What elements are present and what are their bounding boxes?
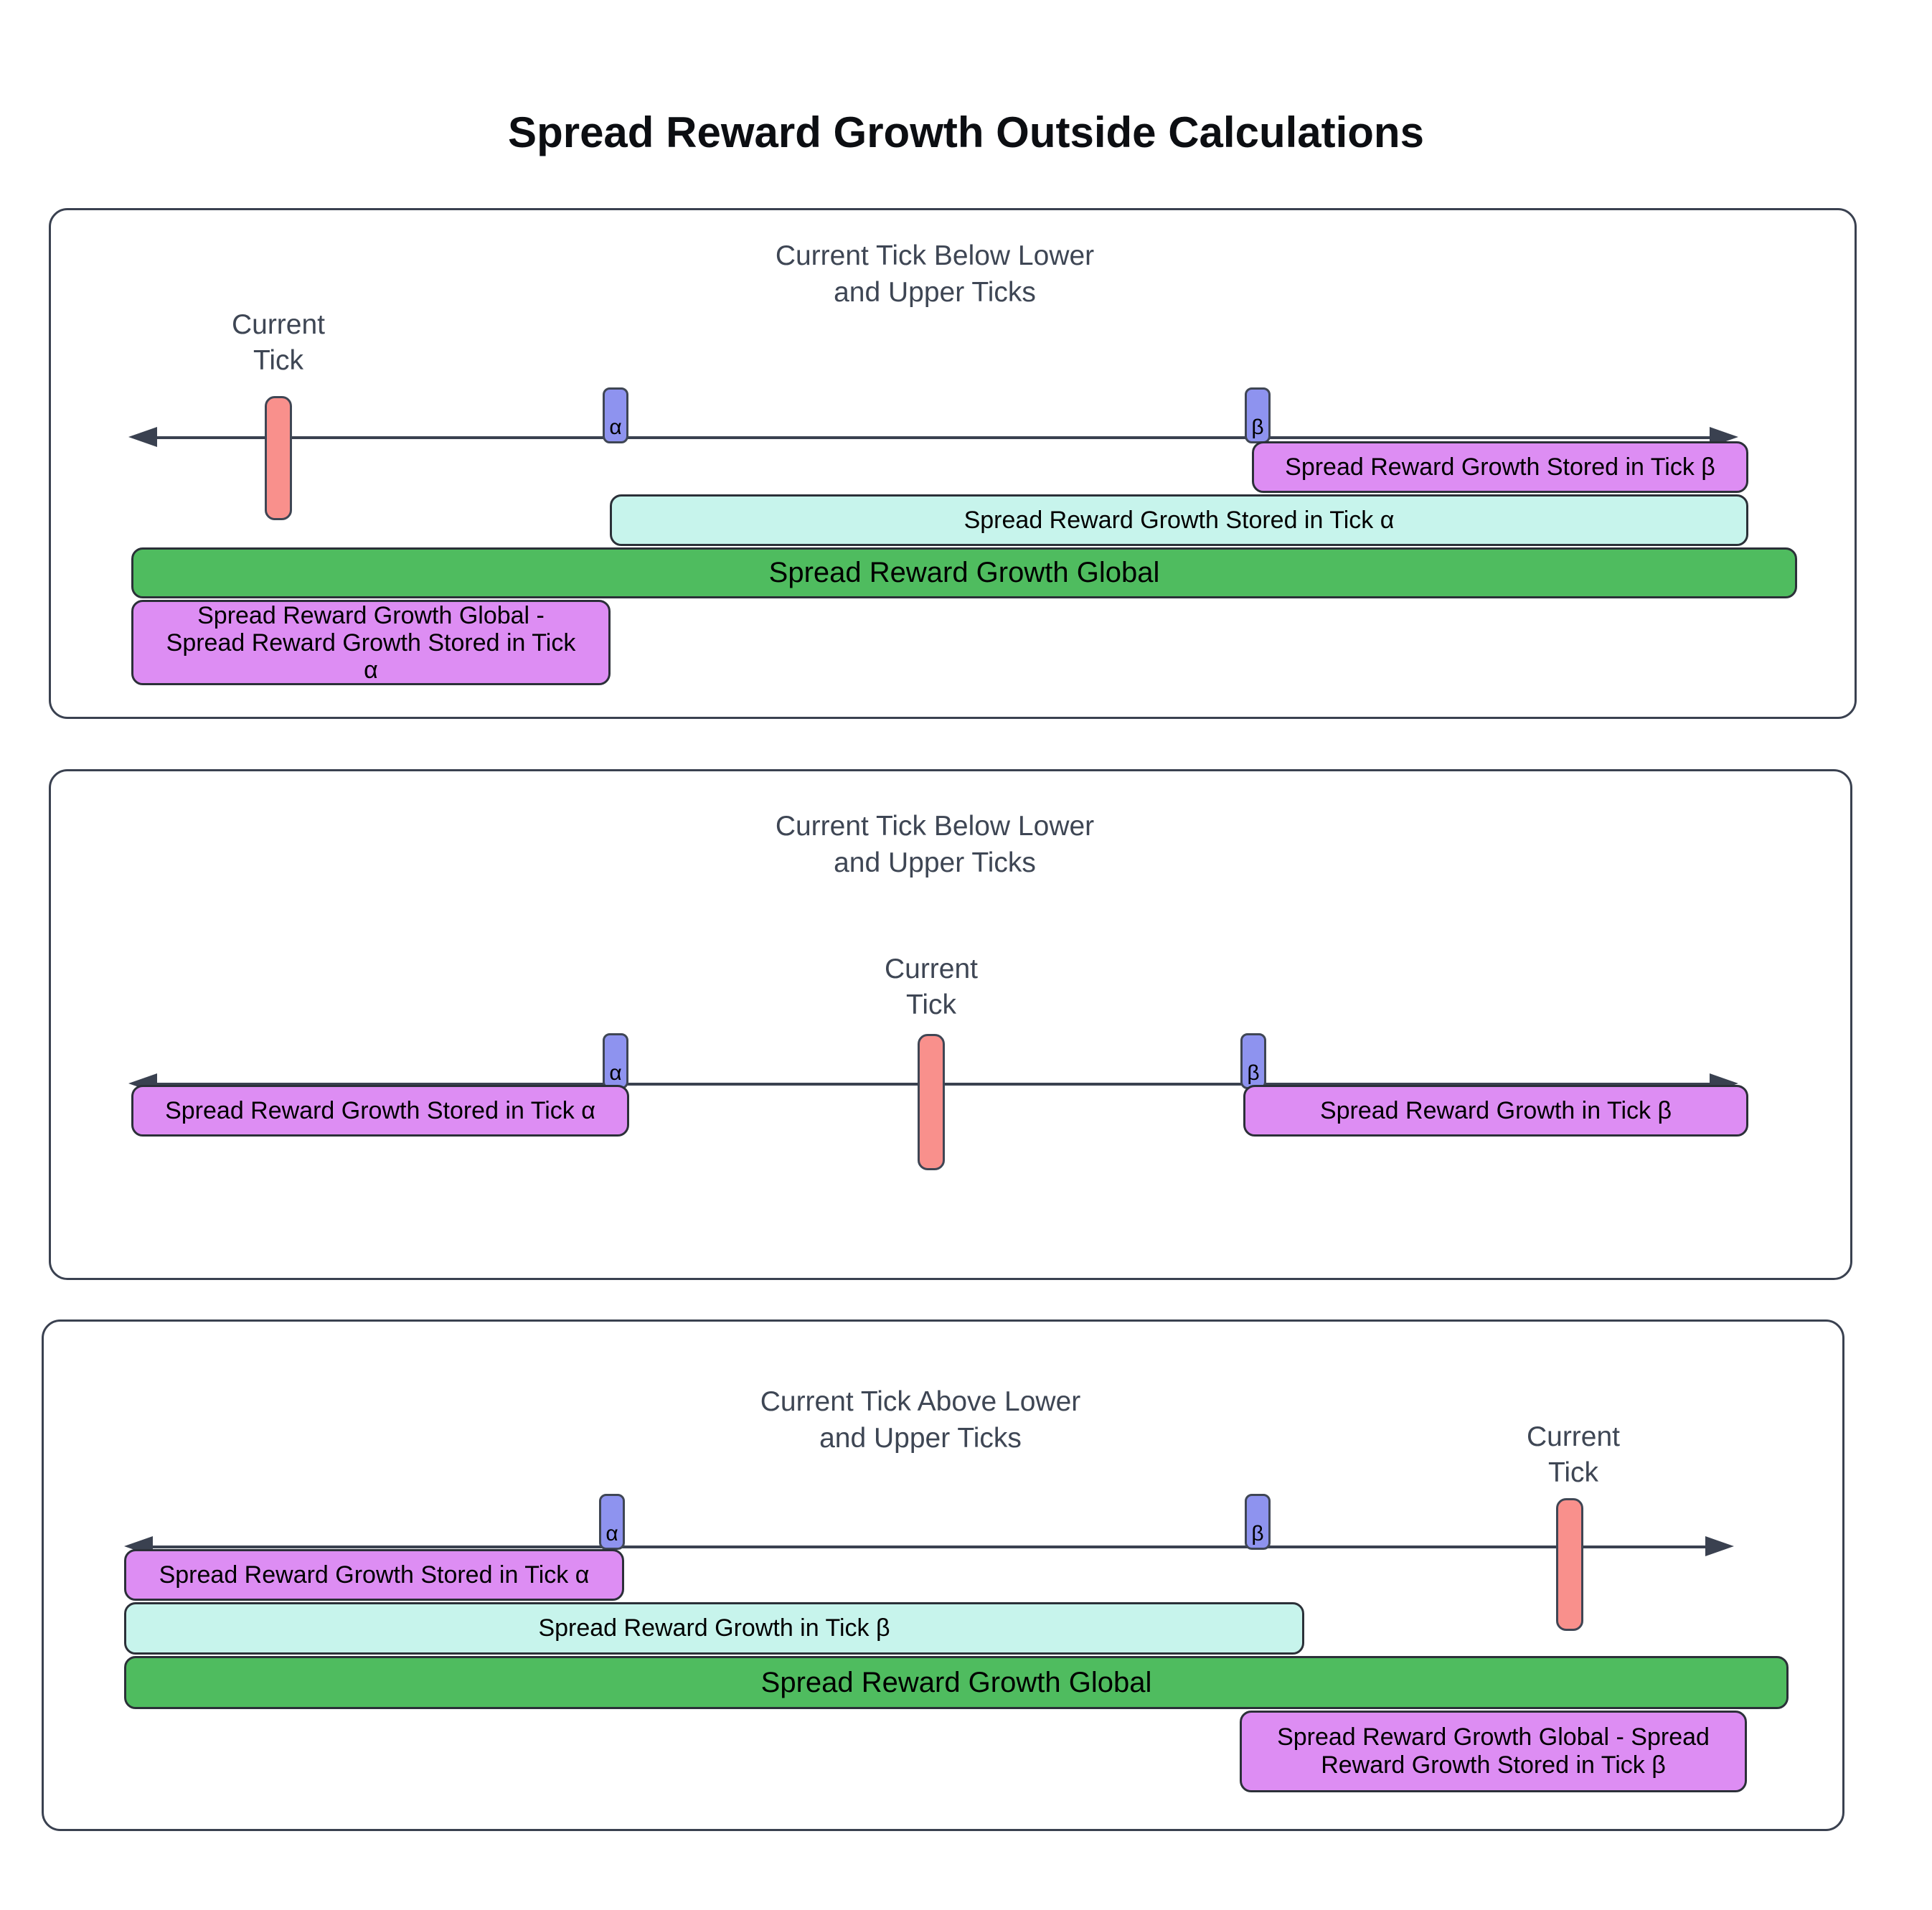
panel-scenario-2: Current Tick Below Lower and Upper Ticks… (49, 769, 1852, 1280)
panel-3-alpha-tick-marker: α (599, 1494, 625, 1550)
panel-2-title-line-2: and Upper Ticks (834, 847, 1036, 878)
panel-scenario-1: Current Tick Below Lower and Upper Ticks… (49, 208, 1857, 719)
panel-2-title: Current Tick Below Lower and Upper Ticks (720, 808, 1150, 881)
panel-3-title-line-1: Current Tick Above Lower (760, 1386, 1081, 1417)
panel-1-bar-growth-global: Spread Reward Growth Global (131, 547, 1797, 598)
panel-1-bar-global-minus-stored-alpha: Spread Reward Growth Global - Spread Rew… (131, 600, 611, 685)
panel-3-title-line-2: and Upper Ticks (819, 1423, 1022, 1454)
page-title: Spread Reward Growth Outside Calculation… (508, 108, 1424, 156)
panel-3-current-tick-marker (1556, 1498, 1583, 1631)
panel-3-axis-arrow-right-icon (1705, 1536, 1734, 1556)
panel-1-axis-arrow-left-icon (128, 427, 157, 447)
panel-3-number-line (141, 1546, 1712, 1548)
panel-1-current-tick-label: Current Tick (231, 309, 326, 376)
panel-3-bar-growth-in-tick-beta: Spread Reward Growth in Tick β (124, 1602, 1304, 1655)
panel-1-bar-stored-in-tick-alpha: Spread Reward Growth Stored in Tick α (610, 494, 1748, 546)
panel-1-bar-stored-in-tick-beta: Spread Reward Growth Stored in Tick β (1252, 441, 1748, 493)
panel-2-current-tick-label: Current Tick (884, 954, 979, 1020)
panel-1-current-tick-marker (265, 396, 292, 520)
panel-3-bar-growth-global: Spread Reward Growth Global (124, 1656, 1789, 1709)
panel-3-bar-stored-in-tick-alpha: Spread Reward Growth Stored in Tick α (124, 1549, 624, 1601)
panel-3-beta-tick-label: β (1251, 1522, 1264, 1546)
panel-2-alpha-tick-marker: α (603, 1033, 628, 1089)
panel-3-alpha-tick-label: α (605, 1522, 618, 1546)
panel-3-current-tick-label: Current Tick (1526, 1421, 1621, 1488)
panel-2-title-line-1: Current Tick Below Lower (775, 811, 1095, 842)
panel-3-title: Current Tick Above Lower and Upper Ticks (705, 1383, 1136, 1457)
panel-2-alpha-tick-label: α (609, 1061, 622, 1085)
panel-1-title-line-2: and Upper Ticks (834, 277, 1036, 308)
panel-1-title: Current Tick Below Lower and Upper Ticks (720, 237, 1150, 311)
panel-3-beta-tick-marker: β (1245, 1494, 1271, 1550)
panel-2-beta-tick-marker: β (1240, 1033, 1266, 1089)
panel-1-alpha-tick-label: α (609, 415, 622, 439)
panel-1-title-line-1: Current Tick Below Lower (775, 240, 1095, 271)
panel-2-bar-growth-in-tick-beta: Spread Reward Growth in Tick β (1243, 1085, 1748, 1137)
panel-2-bar-stored-in-tick-alpha: Spread Reward Growth Stored in Tick α (131, 1085, 629, 1137)
panel-2-beta-tick-label: β (1247, 1061, 1260, 1085)
panel-3-bar-global-minus-stored-beta: Spread Reward Growth Global - Spread Rew… (1240, 1711, 1747, 1792)
panel-1-alpha-tick-marker: α (603, 387, 628, 443)
panel-scenario-3: Current Tick Above Lower and Upper Ticks… (42, 1319, 1844, 1831)
panel-1-beta-tick-marker: β (1245, 387, 1271, 443)
panel-1-number-line (146, 436, 1717, 439)
panel-1-beta-tick-label: β (1251, 415, 1264, 439)
panel-2-current-tick-marker (918, 1034, 945, 1170)
